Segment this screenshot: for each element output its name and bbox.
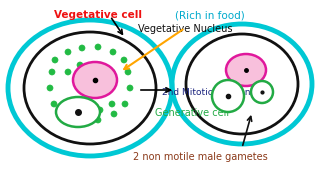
Circle shape xyxy=(121,57,127,63)
Ellipse shape xyxy=(56,97,100,127)
Circle shape xyxy=(49,69,55,75)
Text: Vegetative cell: Vegetative cell xyxy=(54,10,142,20)
Circle shape xyxy=(77,107,83,113)
Text: Generative cell: Generative cell xyxy=(155,108,229,118)
Circle shape xyxy=(51,101,57,107)
Ellipse shape xyxy=(226,54,266,86)
Circle shape xyxy=(77,62,83,68)
Circle shape xyxy=(251,81,273,103)
Text: Vegetative Nucleus: Vegetative Nucleus xyxy=(138,24,232,34)
Text: (Rich in food): (Rich in food) xyxy=(175,10,245,20)
Circle shape xyxy=(122,101,128,107)
Circle shape xyxy=(127,85,133,91)
Circle shape xyxy=(97,107,103,113)
Circle shape xyxy=(77,117,83,123)
Circle shape xyxy=(65,101,71,107)
Circle shape xyxy=(111,111,117,117)
Ellipse shape xyxy=(24,32,156,144)
Ellipse shape xyxy=(73,62,117,98)
Circle shape xyxy=(65,69,71,75)
Circle shape xyxy=(109,101,115,107)
Circle shape xyxy=(125,69,131,75)
Circle shape xyxy=(212,80,244,112)
Text: 2nd Mitotic division: 2nd Mitotic division xyxy=(162,88,251,97)
Circle shape xyxy=(62,110,68,116)
Circle shape xyxy=(95,44,101,50)
Circle shape xyxy=(65,49,71,55)
Circle shape xyxy=(97,62,103,68)
Circle shape xyxy=(109,69,115,75)
Circle shape xyxy=(95,117,101,123)
Circle shape xyxy=(52,57,58,63)
Circle shape xyxy=(47,85,53,91)
Circle shape xyxy=(110,49,116,55)
Text: 2 non motile male gametes: 2 non motile male gametes xyxy=(132,152,268,162)
Ellipse shape xyxy=(186,34,298,134)
Circle shape xyxy=(79,45,85,51)
